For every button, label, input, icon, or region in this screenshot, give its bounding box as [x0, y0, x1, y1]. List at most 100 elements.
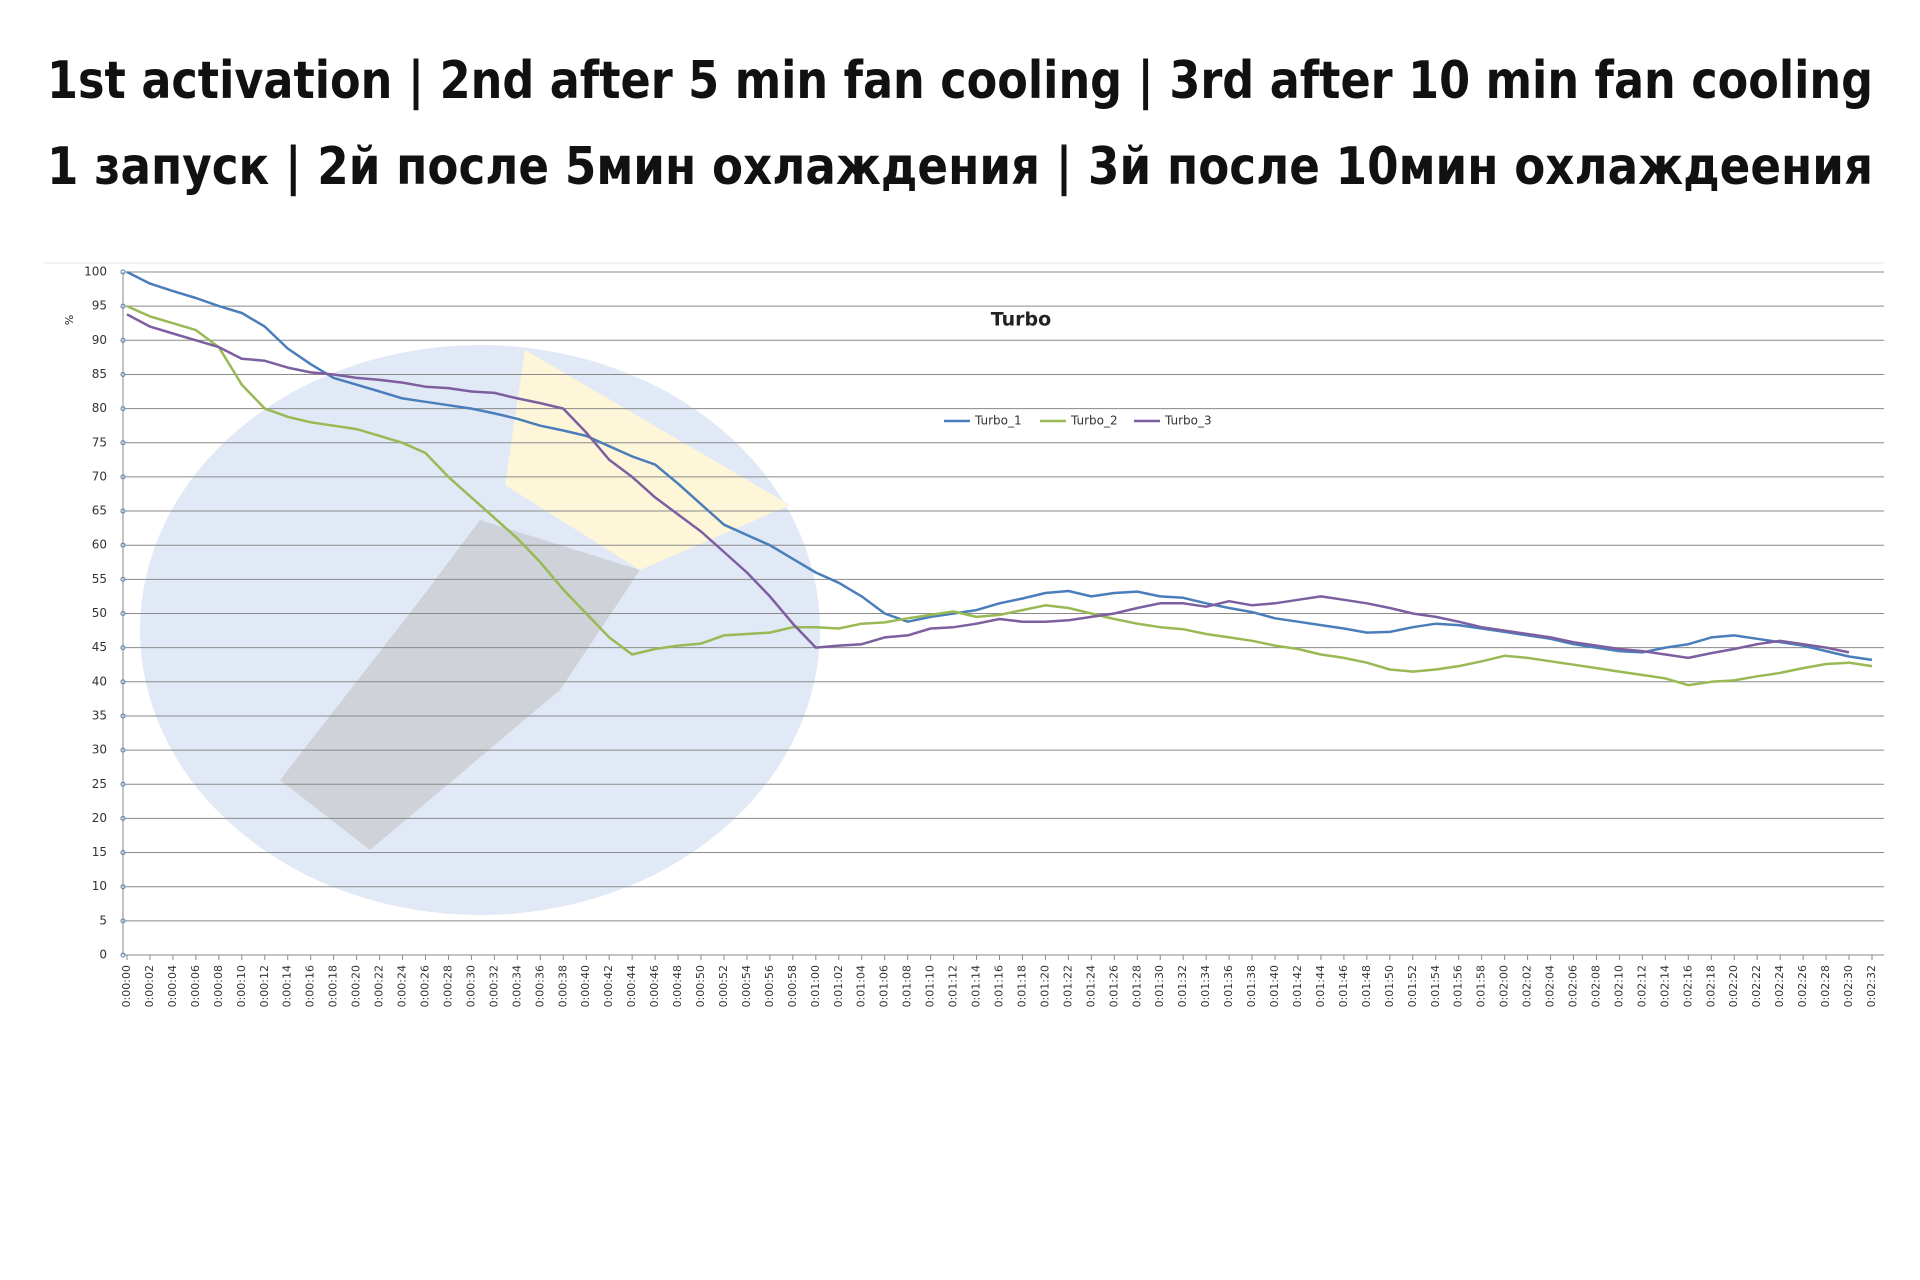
x-tick-label: 0:01:34 [1199, 965, 1212, 1007]
x-tick-label: 0:00:08 [212, 965, 225, 1007]
x-tick-label: 0:00:22 [373, 965, 386, 1007]
x-tick-label: 0:01:08 [901, 965, 914, 1007]
x-tick-label: 0:01:44 [1314, 965, 1327, 1007]
x-tick-label: 0:01:46 [1337, 965, 1350, 1007]
x-tick-label: 0:02:06 [1567, 965, 1580, 1007]
x-tick-label: 0:01:02 [832, 965, 845, 1007]
x-tick-label: 0:01:16 [993, 965, 1006, 1007]
y-tick-label: 70 [92, 469, 107, 483]
watermark [280, 520, 640, 850]
x-tick-label: 0:01:30 [1153, 965, 1166, 1007]
x-tick-label: 0:00:46 [648, 965, 661, 1007]
x-tick-label: 0:00:36 [533, 965, 546, 1007]
x-tick-label: 0:00:54 [740, 965, 753, 1007]
x-tick-label: 0:01:04 [855, 965, 868, 1007]
series-line [126, 304, 1873, 687]
chart-title: Turbo [991, 309, 1051, 331]
y-tick-label: 75 [92, 435, 107, 449]
x-tick-label: 0:02:10 [1612, 965, 1625, 1007]
x-tick-label: 0:00:52 [717, 965, 730, 1007]
x-tick-label: 0:02:14 [1658, 965, 1671, 1007]
x-tick-label: 0:02:20 [1727, 965, 1740, 1007]
x-tick-label: 0:00:10 [235, 965, 248, 1007]
x-tick-label: 0:00:02 [143, 965, 156, 1007]
x-tick-label: 0:02:08 [1589, 965, 1602, 1007]
legend-label: Turbo_3 [1164, 414, 1212, 428]
x-tick-label: 0:00:18 [327, 965, 340, 1007]
x-tick-label: 0:00:00 [120, 965, 133, 1007]
x-tick-label: 0:00:44 [625, 965, 638, 1007]
x-tick-label: 0:00:34 [510, 965, 523, 1007]
x-tick-label: 0:02:22 [1750, 965, 1763, 1007]
y-axis-label: % [63, 315, 76, 325]
x-tick-label: 0:02:00 [1498, 965, 1511, 1007]
x-tick-label: 0:01:32 [1176, 965, 1189, 1007]
y-tick-label: 55 [92, 572, 107, 586]
y-tick-label: 90 [92, 333, 107, 347]
x-tick-label: 0:00:32 [487, 965, 500, 1007]
x-tick-label: 0:02:26 [1796, 965, 1809, 1007]
x-tick-label: 0:02:16 [1681, 965, 1694, 1007]
x-tick-label: 0:02:12 [1635, 965, 1648, 1007]
x-tick-label: 0:00:12 [258, 965, 271, 1007]
x-tick-label: 0:02:04 [1544, 965, 1557, 1007]
x-tick-label: 0:00:56 [763, 965, 776, 1007]
y-tick-label: 20 [92, 811, 107, 825]
x-tick-label: 0:00:42 [602, 965, 615, 1007]
y-tick-label: 45 [92, 640, 107, 654]
x-tick-label: 0:01:52 [1406, 965, 1419, 1007]
y-tick-label: 5 [99, 913, 107, 927]
series-line [126, 270, 1873, 662]
x-tick-label: 0:01:20 [1038, 965, 1051, 1007]
y-tick-label: 10 [92, 879, 107, 893]
x-tick-label: 0:02:32 [1865, 965, 1878, 1007]
watermark [505, 350, 790, 570]
x-tick-label: 0:01:24 [1084, 965, 1097, 1007]
x-tick-label: 0:00:38 [556, 965, 569, 1007]
x-tick-label: 0:01:14 [970, 965, 983, 1007]
header-line: 1st activation | 2nd after 5 min fan coo… [47, 51, 1873, 111]
y-tick-label: 25 [92, 777, 107, 791]
x-tick-label: 0:02:18 [1704, 965, 1717, 1007]
x-tick-label: 0:00:40 [579, 965, 592, 1007]
y-tick-label: 65 [92, 504, 107, 518]
x-tick-label: 0:01:18 [1015, 965, 1028, 1007]
header-line: 1 запуск | 2й после 5мин охлаждения | 3й… [47, 137, 1873, 197]
x-tick-label: 0:01:12 [947, 965, 960, 1007]
x-tick-label: 0:01:36 [1222, 965, 1235, 1007]
x-tick-label: 0:01:06 [878, 965, 891, 1007]
legend-label: Turbo_2 [1070, 414, 1118, 428]
y-tick-label: 60 [92, 538, 107, 552]
x-tick-label: 0:01:50 [1383, 965, 1396, 1007]
y-tick-label: 100 [84, 265, 107, 279]
x-tick-label: 0:02:24 [1773, 965, 1786, 1007]
x-tick-label: 0:02:30 [1842, 965, 1855, 1007]
x-tick-label: 0:01:54 [1429, 965, 1442, 1007]
x-tick-label: 0:01:42 [1291, 965, 1304, 1007]
x-tick-label: 0:00:28 [441, 965, 454, 1007]
x-tick-label: 0:02:02 [1521, 965, 1534, 1007]
x-tick-label: 0:01:22 [1061, 965, 1074, 1007]
x-tick-label: 0:01:58 [1475, 965, 1488, 1007]
y-tick-label: 95 [92, 299, 107, 313]
x-tick-label: 0:00:26 [418, 965, 431, 1007]
x-tick-label: 0:00:24 [396, 965, 409, 1007]
x-tick-label: 0:00:20 [350, 965, 363, 1007]
y-tick-label: 30 [92, 743, 107, 757]
x-tick-label: 0:01:38 [1245, 965, 1258, 1007]
y-tick-label: 50 [92, 606, 107, 620]
x-tick-label: 0:00:14 [281, 965, 294, 1007]
y-tick-label: 40 [92, 674, 107, 688]
y-tick-label: 15 [92, 845, 107, 859]
x-tick-label: 0:01:48 [1360, 965, 1373, 1007]
x-tick-label: 0:00:48 [671, 965, 684, 1007]
x-tick-label: 0:00:04 [166, 965, 179, 1007]
x-tick-label: 0:00:06 [189, 965, 202, 1007]
y-tick-label: 0 [99, 948, 107, 962]
series-line [126, 313, 1850, 660]
legend-label: Turbo_1 [974, 414, 1022, 428]
x-tick-label: 0:01:00 [809, 965, 822, 1007]
x-tick-label: 0:00:50 [694, 965, 707, 1007]
x-tick-label: 0:01:26 [1107, 965, 1120, 1007]
